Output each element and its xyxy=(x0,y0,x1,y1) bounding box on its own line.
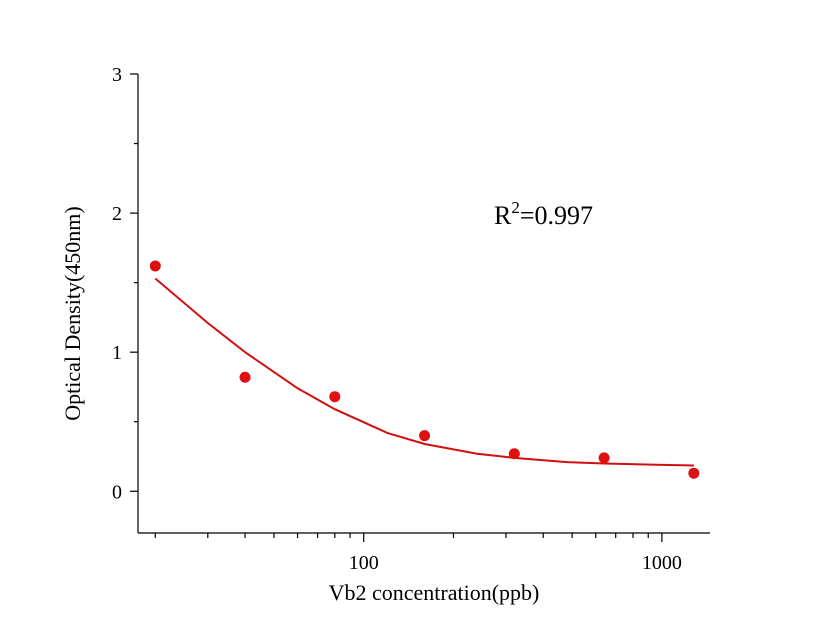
y-axis-title: Optical Density(450nm) xyxy=(60,206,85,420)
r-squared-value: =0.997 xyxy=(520,201,593,230)
fit-curve xyxy=(154,277,694,467)
data-point xyxy=(598,452,610,464)
data-point xyxy=(329,391,341,403)
y-tick-label: 0 xyxy=(112,481,122,503)
x-axis-title: Vb2 concentration(ppb) xyxy=(329,580,540,605)
data-point xyxy=(149,260,161,272)
data-point xyxy=(419,430,431,442)
data-point xyxy=(239,371,251,383)
r-squared-annotation: R2=0.997 xyxy=(494,198,593,230)
data-point xyxy=(508,448,520,460)
r-squared-prefix: R xyxy=(494,201,512,230)
x-tick-label: 100 xyxy=(349,552,379,574)
plot-series xyxy=(149,260,700,479)
y-ticks: 0 1 2 3 xyxy=(112,64,138,503)
y-tick-label: 1 xyxy=(112,342,122,364)
x-tick-label: 1000 xyxy=(642,552,682,574)
y-tick-label: 3 xyxy=(112,64,122,86)
y-tick-label: 2 xyxy=(112,203,122,225)
r-squared-superscript: 2 xyxy=(511,198,520,217)
data-point xyxy=(688,467,700,479)
x-ticks: 100 1000 xyxy=(154,533,682,574)
axes xyxy=(137,74,710,534)
